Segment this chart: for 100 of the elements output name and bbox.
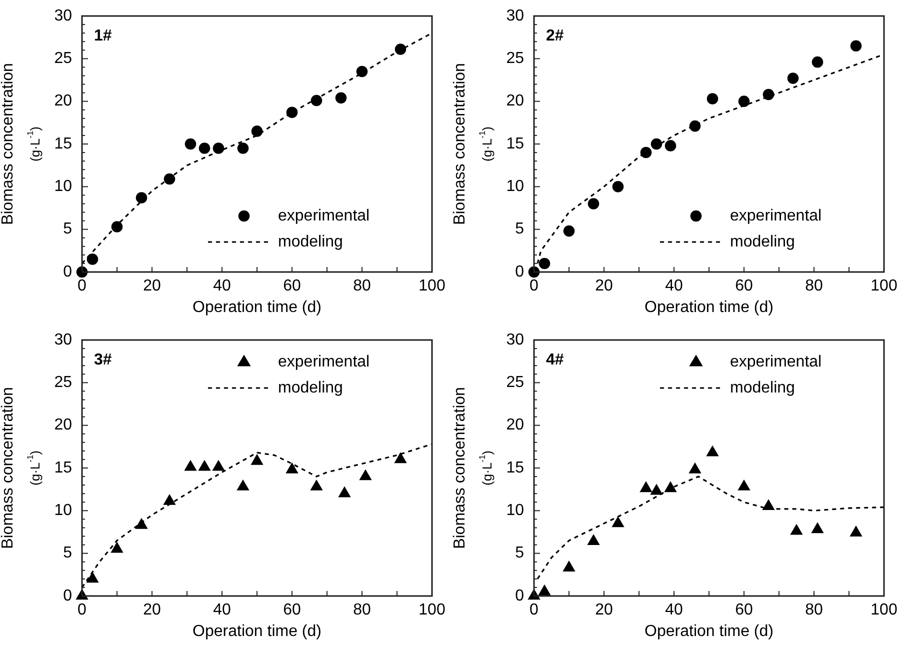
point [237,142,249,154]
x-tick-label: 80 [353,601,371,618]
x-tick-label: 80 [805,601,823,618]
point [184,460,196,471]
y-tick-label: 15 [54,459,72,476]
point [212,460,224,471]
x-tick-label: 20 [595,277,613,294]
y-tick-label: 25 [506,374,524,392]
point [640,482,652,492]
y-tick-label: 5 [63,220,72,238]
y-tick-label: 0 [63,587,72,604]
y-tick-label: 30 [54,331,72,348]
point [612,181,624,192]
y-tick-label: 10 [54,502,72,520]
x-axis-title: Operation time (d) [192,623,322,640]
x-tick-label: 100 [418,277,446,294]
legend-label: modeling [278,379,343,396]
point [251,454,263,465]
point [706,93,718,104]
text: 2# [546,27,564,44]
point [338,486,350,498]
point [790,524,802,535]
point [640,146,652,158]
point [360,470,372,480]
y-tick-label: 30 [506,7,524,24]
point [286,106,298,118]
point [650,484,662,495]
point [212,142,224,154]
point [198,142,210,154]
x-tick-label: 60 [735,601,753,618]
y-tick-label: 30 [54,7,72,24]
y-tick-label: 30 [506,331,524,348]
point [251,126,263,137]
x-tick-label: 60 [283,601,301,618]
legend-label: experimental [730,207,822,224]
y-tick-label: 20 [506,92,524,110]
line-series [81,443,433,588]
x-tick-label: 40 [665,601,683,618]
point [762,500,774,510]
legend-label: experimental [278,207,370,224]
point [394,44,406,55]
x-axis-title: Operation time (d) [644,623,774,640]
point [164,173,176,185]
point [310,480,322,490]
point [356,66,368,78]
point [538,258,550,270]
point [111,542,123,553]
point [664,482,676,492]
y-tick-label: 10 [54,178,72,196]
x-tick-label: 60 [283,277,301,294]
legend-label: experimental [278,353,370,370]
y-tick-label: 20 [54,92,72,110]
point [538,585,550,596]
point [86,254,98,265]
point [310,94,322,106]
point [612,516,624,528]
x-tick-label: 100 [418,601,446,618]
y-tick-label: 0 [515,587,524,604]
point [689,120,701,132]
point [335,92,347,104]
x-tick-label: 100 [870,601,898,618]
y-tick-label: 5 [515,544,524,562]
point [136,518,148,529]
legend-label: experimental [730,353,822,370]
point [237,480,249,490]
point [762,88,774,100]
point [286,463,298,474]
x-tick-label: 60 [735,277,753,294]
y-tick-label: 0 [515,263,524,280]
point [198,460,210,471]
x-tick-label: 0 [530,601,539,618]
x-tick-label: 0 [78,277,87,294]
legend-label: modeling [278,233,343,250]
y-tick-label: 25 [506,50,524,68]
point [394,452,406,464]
point [850,526,862,537]
y-tick-label: 20 [54,416,72,434]
point [706,446,718,456]
y-tick-label: 25 [54,50,72,68]
point [164,494,176,505]
point [588,534,600,546]
y-tick-label: 15 [506,459,524,476]
x-tick-label: 40 [665,277,683,294]
y-tick-label: 25 [54,374,72,392]
x-tick-label: 0 [78,601,87,618]
point [812,56,824,68]
x-tick-label: 40 [213,277,231,294]
y-tick-label: 5 [63,544,72,562]
point [850,40,862,52]
point [738,480,750,490]
y-tick-label: 10 [506,502,524,520]
x-axis-title: Operation time (d) [644,299,774,316]
y-tick-label: 15 [54,135,72,152]
x-tick-label: 0 [530,277,539,294]
point [787,72,799,84]
point [184,138,196,150]
point [689,463,701,474]
point [111,221,123,232]
text: 3# [94,351,112,368]
point [664,140,676,152]
